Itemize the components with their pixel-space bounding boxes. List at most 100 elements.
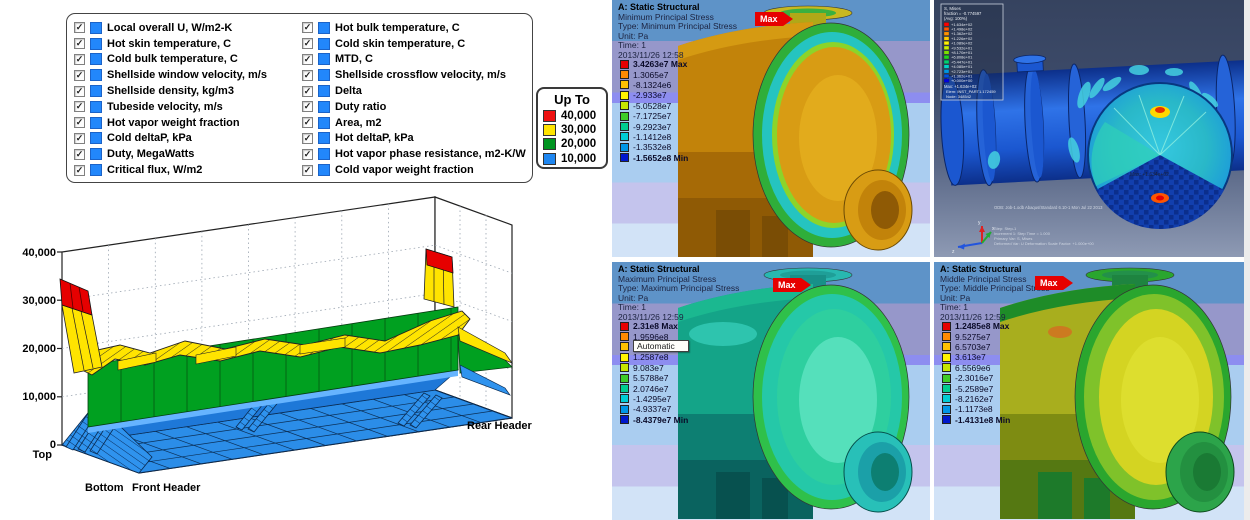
checkbox-item[interactable]: ✓ Shellside crossflow velocity, m/s xyxy=(302,67,526,83)
checkbox[interactable]: ✓ xyxy=(302,148,313,160)
checkbox[interactable]: ✓ xyxy=(302,53,313,65)
legend-color-chip xyxy=(943,41,950,46)
checkbox-item[interactable]: ✓ Delta xyxy=(302,83,526,99)
legend-value: 9.083e7 xyxy=(633,362,664,373)
legend-row: -1.5652e8 Min xyxy=(620,153,688,163)
checkbox[interactable]: ✓ xyxy=(302,22,313,34)
checkbox[interactable]: ✓ xyxy=(74,164,85,176)
series-color-chip xyxy=(318,164,330,177)
checkbox[interactable]: ✓ xyxy=(302,38,313,50)
legend-value: 1.2587e8 xyxy=(633,352,669,363)
viewport-mises-stress[interactable]: Max: +1.634e+02 S, Mises fraction = -0.7… xyxy=(934,0,1244,257)
parameter-checkbox-panel: ✓ Local overall U, W/m2-K ✓ Hot skin tempe… xyxy=(66,13,533,183)
checkbox-item[interactable]: ✓ Cold skin temperature, C xyxy=(302,36,526,52)
checkbox-item[interactable]: ✓ Duty, MegaWatts xyxy=(74,146,267,162)
legend-row: 3.4263e7 Max xyxy=(620,59,688,69)
vessel-leg xyxy=(1038,472,1072,519)
vessel-render-max-principal xyxy=(678,267,913,519)
legend-value: -1.4131e8 Min xyxy=(955,414,1011,425)
checkbox[interactable]: ✓ xyxy=(74,38,85,50)
z-tick-0: 0 xyxy=(50,439,56,451)
analysis-title: A: Static Structural xyxy=(940,264,1022,274)
checkbox[interactable]: ✓ xyxy=(74,85,85,97)
vessel-body-top xyxy=(678,22,813,60)
viewport-min-principal-stress[interactable]: A: Static Structural Minimum Principal S… xyxy=(612,0,930,257)
checkbox-item[interactable]: ✓ Hot bulk temperature, C xyxy=(302,20,526,36)
result-header: A: Static Structural Maximum Principal S… xyxy=(618,264,739,323)
viewport-max-principal-stress[interactable]: A: Static Structural Maximum Principal S… xyxy=(612,262,930,520)
legend-color-chip xyxy=(620,415,629,425)
checkbox[interactable]: ✓ xyxy=(302,132,313,144)
mises-fraction: fraction = -0.774597 xyxy=(944,11,982,16)
result-header: A: Static Structural Middle Principal St… xyxy=(940,264,1050,323)
checkbox[interactable]: ✓ xyxy=(74,101,85,113)
legend-value: 1.9596e8 xyxy=(633,331,669,342)
checkbox[interactable]: ✓ xyxy=(74,148,85,160)
checkbox[interactable]: ✓ xyxy=(74,117,85,129)
checkbox[interactable]: ✓ xyxy=(302,101,313,113)
axis-label-top: Top xyxy=(33,449,53,461)
checkbox-item[interactable]: ✓ Hot vapor phase resistance, m2-K/W xyxy=(302,146,526,162)
result-name: Middle Principal Stress xyxy=(940,273,1027,284)
checkbox[interactable]: ✓ xyxy=(74,22,85,34)
checkbox[interactable]: ✓ xyxy=(302,117,313,129)
checkbox-item[interactable]: ✓ Hot deltaP, kPa xyxy=(302,131,526,147)
legend-row: -8.1324e6 xyxy=(620,80,688,90)
legend-value: +1.089e+02 xyxy=(951,41,973,46)
vessel-render-middle-principal xyxy=(1000,267,1235,519)
up-to-title: Up To xyxy=(554,92,590,107)
legend-value: +1.634e+02 xyxy=(951,22,973,27)
margin-strip xyxy=(1244,0,1250,520)
checkbox-item[interactable]: ✓ Cold vapor weight fraction xyxy=(302,162,526,178)
checkbox[interactable]: ✓ xyxy=(302,164,313,176)
checkbox-label: Duty, MegaWatts xyxy=(107,148,195,161)
checkbox-item[interactable]: ✓ MTD, C xyxy=(302,52,526,68)
legend-row: -9.2923e7 xyxy=(620,121,688,132)
checkbox-label: Local overall U, W/m2-K xyxy=(107,21,233,34)
checkbox-item[interactable]: ✓ Area, m2 xyxy=(302,115,526,131)
blue-right-spill xyxy=(459,364,511,396)
checkbox-item[interactable]: ✓ Local overall U, W/m2-K xyxy=(74,20,267,36)
checkbox-item[interactable]: ✓ Cold bulk temperature, C xyxy=(74,52,267,68)
checkbox-item[interactable]: ✓ Shellside window velocity, m/s xyxy=(74,67,267,83)
checkbox-item[interactable]: ✓ Hot vapor weight fraction xyxy=(74,115,267,131)
legend-color-chip xyxy=(620,394,629,404)
analysis-title: A: Static Structural xyxy=(618,264,700,274)
checkbox[interactable]: ✓ xyxy=(74,132,85,144)
checkbox[interactable]: ✓ xyxy=(302,69,313,81)
result-timestamp: 2013/11/26 12:59 xyxy=(618,311,684,322)
surface-3d-canvas[interactable]: 40,000 30,000 20,000 10,000 0 Top Bottom… xyxy=(0,195,612,520)
legend-color-chip xyxy=(620,384,629,394)
legend-value: -5.0528e7 xyxy=(633,100,672,111)
checkbox[interactable]: ✓ xyxy=(74,53,85,65)
legend-value: 9.5275e7 xyxy=(955,331,991,342)
checkbox-item[interactable]: ✓ Cold deltaP, kPa xyxy=(74,131,267,147)
triad-x-label: x xyxy=(992,226,995,232)
legend-color-chip xyxy=(620,111,629,121)
legend-row: 9.5275e7 xyxy=(942,331,1010,342)
checkbox-item[interactable]: ✓ Tubeside velocity, m/s xyxy=(74,99,267,115)
checkbox-item[interactable]: ✓ Critical flux, W/m2 xyxy=(74,162,267,178)
legend-row: -1.1173e8 xyxy=(942,404,1010,414)
legend-value: -1.1173e8 xyxy=(955,404,993,415)
legend-value: +1.362e+02 xyxy=(951,31,973,36)
legend-row: -2.933e7 xyxy=(620,90,688,100)
axis-label-bottom: Bottom xyxy=(85,482,124,494)
checkbox-item[interactable]: ✓ Shellside density, kg/m3 xyxy=(74,83,267,99)
legend-color-chip xyxy=(943,74,950,78)
legend-color-chip xyxy=(943,36,950,41)
legend-color-chip xyxy=(942,415,951,425)
legend-value: 20,000 xyxy=(561,138,597,151)
legend-value: +0.000e+00 xyxy=(951,78,973,83)
surface-3d-chart[interactable]: 40,000 30,000 20,000 10,000 0 Top Bottom… xyxy=(0,195,612,520)
checkbox-item[interactable]: ✓ Duty ratio xyxy=(302,99,526,115)
vessel-render-min-principal xyxy=(678,5,913,257)
checkbox-item[interactable]: ✓ Hot skin temperature, C xyxy=(74,36,267,52)
checkbox[interactable]: ✓ xyxy=(302,85,313,97)
viewport-middle-principal-stress[interactable]: A: Static Structural Middle Principal St… xyxy=(934,262,1244,520)
checkbox-label: Area, m2 xyxy=(335,116,382,129)
legend-value: 5.5788e7 xyxy=(633,373,669,384)
legend-color-chip xyxy=(942,321,951,331)
checkbox[interactable]: ✓ xyxy=(74,69,85,81)
